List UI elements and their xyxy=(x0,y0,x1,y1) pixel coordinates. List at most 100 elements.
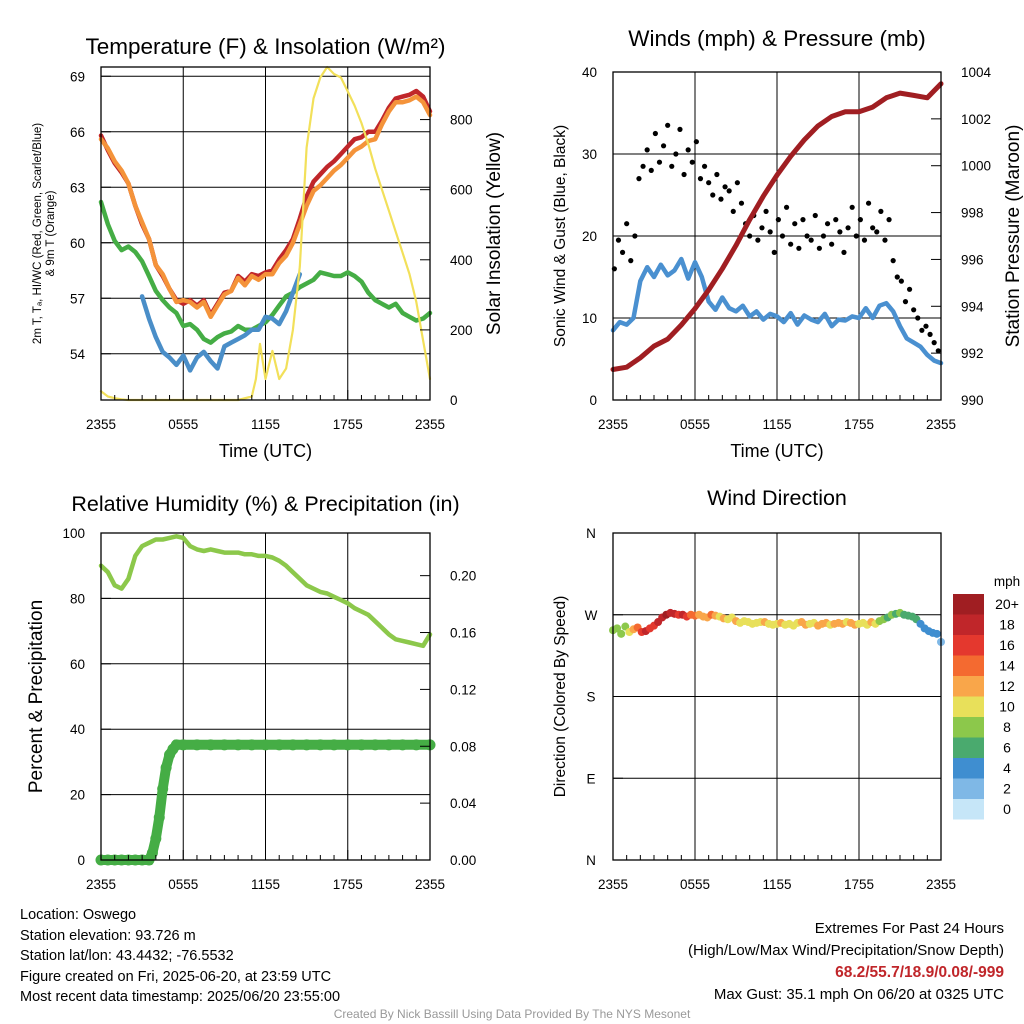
y-right-tick-label: 1004 xyxy=(961,65,992,80)
gust-point xyxy=(673,151,679,157)
extremes-title: Extremes For Past 24 Hours xyxy=(814,920,1004,937)
gust-point xyxy=(886,217,892,223)
gust-point xyxy=(652,130,658,137)
colorbar-swatch xyxy=(953,717,984,738)
y-right-tick-label: 600 xyxy=(450,183,473,198)
y-right-axis-label: Solar Insolation (Yellow) xyxy=(484,132,505,335)
gust-point xyxy=(763,208,769,214)
meteogram-figure: 2355 0555 1155 1755 235554576063666902004006… xyxy=(26,26,1024,892)
colorbar-swatch xyxy=(953,778,984,799)
chart-title: Winds (mph) & Pressure (mb) xyxy=(628,26,926,51)
y-tick-label: 40 xyxy=(70,722,85,737)
colorbar-label: 0 xyxy=(1003,801,1011,817)
station-info: Location: Oswego Station elevation: 93.7… xyxy=(20,905,340,1008)
y-right-tick-label: 1000 xyxy=(961,159,991,174)
gust-point xyxy=(665,122,671,128)
y-tick-label: 57 xyxy=(70,291,85,306)
gust-point xyxy=(804,233,810,239)
gust-point xyxy=(808,237,814,243)
gust-point xyxy=(792,221,798,227)
colorbar-label: 4 xyxy=(1003,760,1011,776)
x-tick-label: 1155 xyxy=(762,417,791,432)
gust-point xyxy=(624,221,630,227)
colorbar-label: 18 xyxy=(999,617,1015,633)
y-tick-label: 69 xyxy=(70,69,85,84)
gust-point xyxy=(919,327,925,333)
gust-point xyxy=(619,249,626,255)
series-line-relative-humidity xyxy=(98,534,433,649)
gust-point xyxy=(701,163,708,169)
gust-point xyxy=(902,299,909,305)
gust-point xyxy=(685,147,691,153)
gust-point xyxy=(759,225,765,231)
gust-point xyxy=(677,126,683,132)
x-tick-label: 2355 xyxy=(415,877,445,892)
y-tick-label: E xyxy=(586,771,595,786)
gust-point xyxy=(841,249,847,255)
gust-point xyxy=(796,245,802,251)
x-tick-label: 2355 xyxy=(415,417,445,432)
gust-point xyxy=(669,163,675,169)
chart-title: Relative Humidity (%) & Precipitation (i… xyxy=(71,492,459,516)
gust-point xyxy=(767,229,773,235)
gust-point xyxy=(648,167,654,173)
gust-point xyxy=(890,258,896,264)
extremes-values: 68.2/55.7/18.9/0.08/-999 xyxy=(835,964,1004,981)
series-line-9m-t xyxy=(98,94,433,320)
gust-point xyxy=(656,159,663,165)
x-axis-label: Time (UTC) xyxy=(730,441,823,461)
x-tick-label: 1155 xyxy=(251,417,280,432)
gust-point xyxy=(706,180,712,186)
y-tick-label: 80 xyxy=(70,591,85,606)
colorbar-swatch xyxy=(953,594,984,615)
y-tick-label: N xyxy=(586,853,596,868)
y-right-tick-label: 0.16 xyxy=(450,626,476,641)
x-tick-label: 1755 xyxy=(844,417,874,432)
gust-point xyxy=(628,258,634,264)
gust-point xyxy=(693,139,699,145)
max-gust: Max Gust: 35.1 mph On 06/20 at 0325 UTC xyxy=(713,986,1004,1003)
x-tick-label: 0555 xyxy=(680,417,710,432)
y-right-tick-label: 998 xyxy=(961,206,984,221)
x-tick-label: 1755 xyxy=(333,877,363,892)
chart-title: Wind Direction xyxy=(707,486,847,510)
x-axis-label: Time (UTC) xyxy=(219,441,312,461)
gust-point xyxy=(738,200,745,206)
y-axis-label: Sonic Wind & Gust (Blue, Black) xyxy=(552,125,569,347)
y-tick-label: 0 xyxy=(77,853,85,868)
colorbar-label: 12 xyxy=(999,678,1015,694)
y-axis-label: 2m T, Tₐ, HI/WC (Red, Green, Scarlet/Blu… xyxy=(32,123,44,344)
x-tick-label: 1155 xyxy=(251,877,280,892)
y-tick-label: 30 xyxy=(582,147,597,162)
gust-point xyxy=(747,233,753,239)
y-tick-label: W xyxy=(585,608,598,623)
gust-point xyxy=(681,171,687,178)
colorbar-swatch xyxy=(953,635,984,656)
gust-point xyxy=(730,208,736,214)
y-tick-label: 10 xyxy=(582,311,597,326)
colorbar-swatch xyxy=(953,758,984,779)
y-tick-label: 100 xyxy=(62,526,85,541)
y-tick-label: 40 xyxy=(582,65,597,80)
y-right-tick-label: 0.12 xyxy=(450,682,476,697)
y-tick-label: 0 xyxy=(589,393,597,408)
x-tick-label: 2355 xyxy=(598,417,628,432)
gust-point xyxy=(644,147,650,153)
y-tick-label: 20 xyxy=(70,788,85,803)
station-latlon: Station lat/lon: 43.4432; -76.5532 xyxy=(20,948,234,964)
gust-point xyxy=(898,278,904,284)
colorbar-label: 16 xyxy=(999,637,1015,653)
x-tick-label: 2355 xyxy=(86,877,116,892)
colorbar-swatch xyxy=(953,799,984,820)
y-right-tick-label: 990 xyxy=(961,393,984,408)
gust-point xyxy=(710,192,716,198)
gust-point xyxy=(697,176,704,182)
gust-point xyxy=(755,237,761,243)
gust-point xyxy=(788,241,794,247)
y-right-tick-label: 994 xyxy=(961,299,984,314)
colorbar-label: 2 xyxy=(1003,781,1011,797)
y-tick-label: 60 xyxy=(70,236,85,251)
station-location: Location: Oswego xyxy=(20,907,137,923)
y-axis-label: Percent & Precipitation xyxy=(26,600,47,793)
gust-point xyxy=(820,233,827,239)
